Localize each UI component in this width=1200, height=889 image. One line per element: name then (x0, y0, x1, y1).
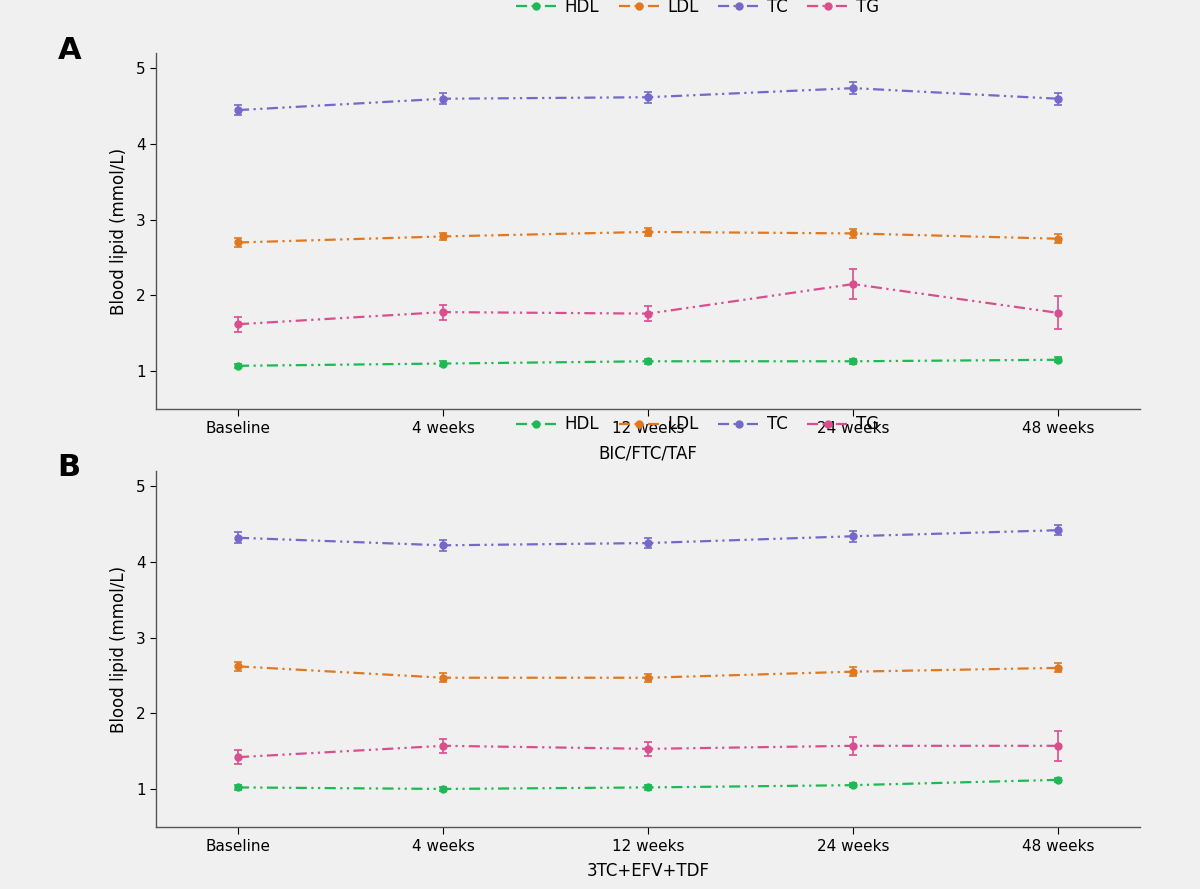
X-axis label: BIC/FTC/TAF: BIC/FTC/TAF (599, 444, 697, 462)
Text: B: B (58, 453, 80, 483)
Text: A: A (58, 36, 82, 65)
Legend: HDL, LDL, TC, TG: HDL, LDL, TC, TG (516, 415, 878, 434)
Y-axis label: Blood lipid (mmol/L): Blood lipid (mmol/L) (109, 148, 127, 315)
Y-axis label: Blood lipid (mmol/L): Blood lipid (mmol/L) (109, 565, 127, 733)
X-axis label: 3TC+EFV+TDF: 3TC+EFV+TDF (587, 862, 709, 880)
Legend: HDL, LDL, TC, TG: HDL, LDL, TC, TG (516, 0, 878, 16)
